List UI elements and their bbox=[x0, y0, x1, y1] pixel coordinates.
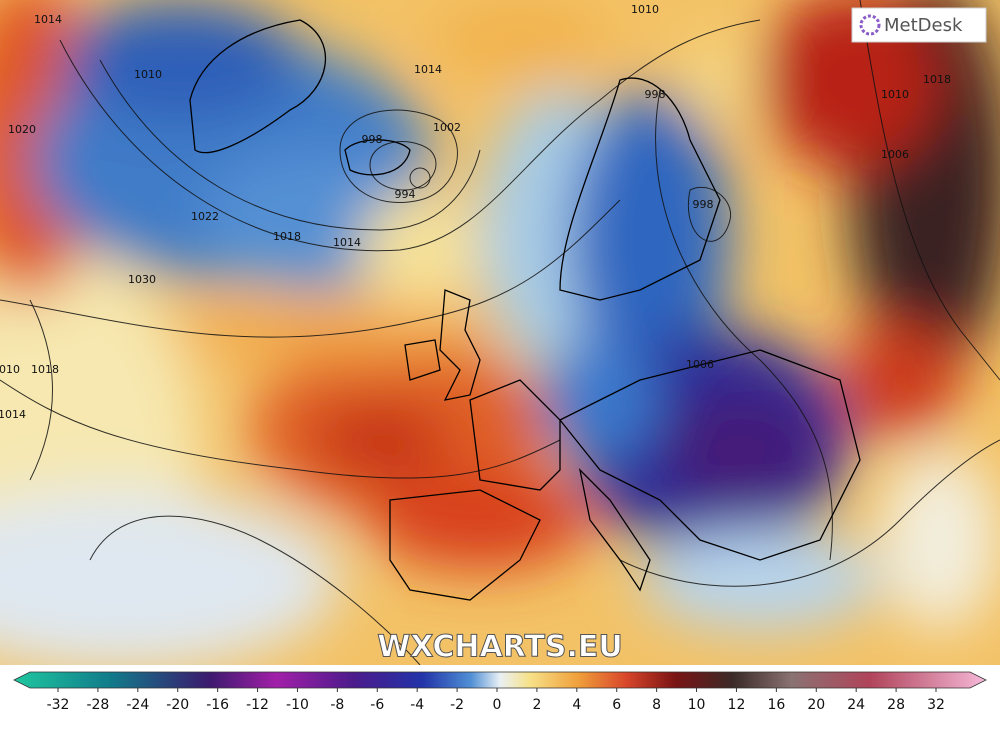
isobar-label: 1002 bbox=[433, 121, 461, 134]
colorbar-tick-label: 24 bbox=[847, 697, 865, 713]
colorbar-tick-label: -16 bbox=[206, 697, 229, 713]
isobar-label: 1014 bbox=[0, 408, 26, 421]
isobar-label: 1010 bbox=[631, 3, 659, 16]
isobar-label: 998 bbox=[693, 198, 714, 211]
isobar-label: 1006 bbox=[881, 148, 909, 161]
isobar-label: 1018 bbox=[31, 363, 59, 376]
watermark: WXCHARTS.EU bbox=[377, 630, 623, 665]
colorbar-tick-label: -32 bbox=[47, 697, 70, 713]
isobar-label: 998 bbox=[362, 133, 383, 146]
isobar-label: 1020 bbox=[8, 123, 36, 136]
coastlines bbox=[189, 19, 861, 601]
colorbar-tick-label: 4 bbox=[572, 697, 581, 713]
colorbar-tick-label: 28 bbox=[887, 697, 905, 713]
colorbar-tick-label: -12 bbox=[246, 697, 269, 713]
colorbar-tick-label: 20 bbox=[807, 697, 825, 713]
logo-box: MetDesk bbox=[851, 7, 987, 43]
colorbar-tick-label: 8 bbox=[652, 697, 661, 713]
colorbar-tick-label: 10 bbox=[688, 697, 706, 713]
isobar-label: 1014 bbox=[333, 236, 361, 249]
colorbar-tick-label: -10 bbox=[286, 697, 309, 713]
colorbar-tick-label: 0 bbox=[493, 697, 502, 713]
isobar-label: 1022 bbox=[191, 210, 219, 223]
colorbar-tick-label: 6 bbox=[612, 697, 621, 713]
isobar-label: 1006 bbox=[686, 358, 714, 371]
colorbar-tick-label: 12 bbox=[728, 697, 746, 713]
isobar-label: 1014 bbox=[414, 63, 442, 76]
colorbar-tick-label: -24 bbox=[126, 697, 149, 713]
isobar-label: 994 bbox=[395, 188, 416, 201]
isobar-label: 1018 bbox=[923, 73, 951, 86]
colorbar-tick-label: -8 bbox=[330, 697, 344, 713]
colorbar-tick-label: -2 bbox=[450, 697, 464, 713]
isobar-label: 1010 bbox=[134, 68, 162, 81]
isobar-label: 1014 bbox=[34, 13, 62, 26]
isobar-label: 1018 bbox=[273, 230, 301, 243]
isobar-label: 1030 bbox=[128, 273, 156, 286]
colorbar-tick-label: -4 bbox=[410, 697, 424, 713]
colorbar-tick-label: 16 bbox=[767, 697, 785, 713]
isobar-label: 1010 bbox=[881, 88, 909, 101]
temperature-field: 1014 1010 1014 1010 1002 998 994 1022 1018 1014 10… bbox=[0, 0, 1000, 665]
colorbar-tick-label: 32 bbox=[927, 697, 945, 713]
isobar-label: 998 bbox=[645, 88, 666, 101]
colorbar bbox=[13, 671, 987, 689]
colorbar-tick-label: -20 bbox=[166, 697, 189, 713]
colorbar-tick-label: 2 bbox=[532, 697, 541, 713]
isobars bbox=[0, 0, 1000, 665]
colorbar-tick-label: -6 bbox=[370, 697, 384, 713]
logo-text: MetDesk bbox=[884, 15, 963, 36]
colorbar-tick-label: -28 bbox=[86, 697, 109, 713]
isobar-label: 1010 bbox=[0, 363, 20, 376]
